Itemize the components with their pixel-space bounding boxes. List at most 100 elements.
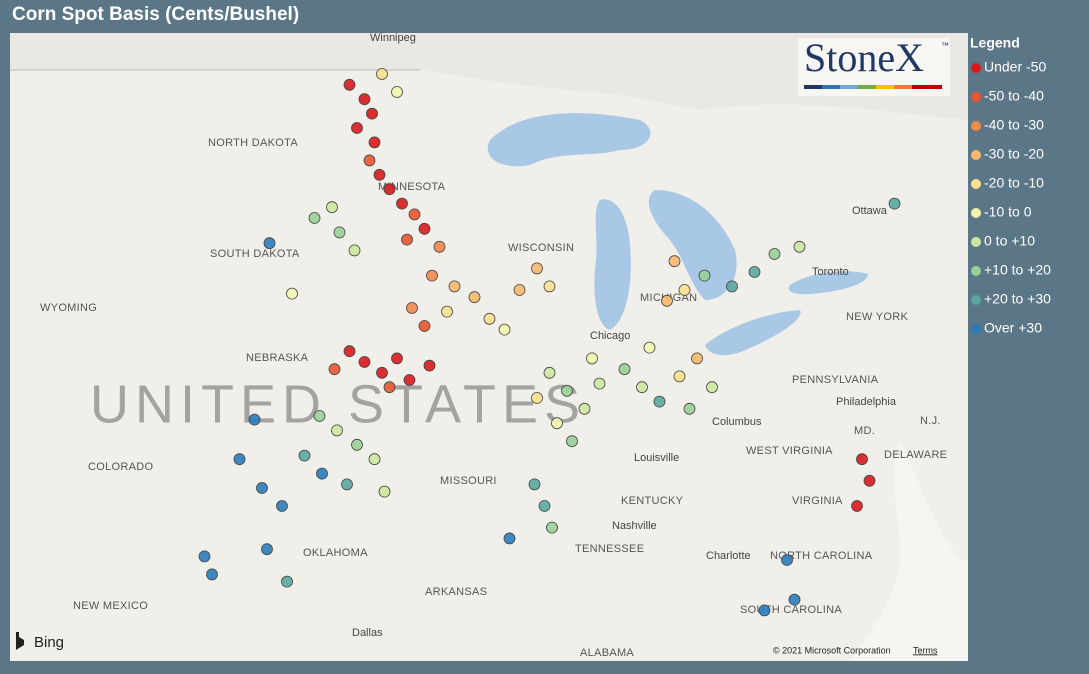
basis-point bbox=[308, 212, 321, 224]
basis-point bbox=[298, 449, 311, 462]
legend-marker bbox=[971, 237, 981, 247]
basis-point bbox=[673, 370, 686, 383]
basis-point bbox=[551, 417, 563, 430]
place-label: NEW MEXICO bbox=[73, 600, 148, 612]
basis-point bbox=[856, 453, 868, 466]
basis-point bbox=[401, 233, 413, 246]
terms-link[interactable]: Terms bbox=[913, 645, 938, 655]
basis-point bbox=[618, 363, 631, 376]
basis-point bbox=[396, 197, 408, 210]
legend-label: -50 to -40 bbox=[984, 88, 1044, 104]
logo-mark: ™ bbox=[941, 41, 949, 50]
legend-label: 0 to +10 bbox=[984, 233, 1035, 249]
basis-point bbox=[528, 478, 541, 491]
lake-ontario bbox=[788, 271, 868, 295]
basis-point bbox=[593, 377, 606, 390]
legend-label: -40 to -30 bbox=[984, 117, 1044, 133]
basis-point bbox=[368, 453, 381, 466]
place-label: WISCONSIN bbox=[508, 242, 574, 254]
basis-point bbox=[578, 402, 591, 415]
basis-point bbox=[531, 262, 543, 275]
basis-point bbox=[206, 568, 218, 581]
country-label: UNITED STATES bbox=[90, 374, 586, 434]
place-label: SOUTH CAROLINA bbox=[740, 604, 842, 616]
basis-point bbox=[343, 345, 356, 358]
basis-point bbox=[543, 366, 556, 379]
basis-point bbox=[888, 197, 901, 210]
place-label: VIRGINIA bbox=[792, 495, 843, 507]
basis-point bbox=[383, 183, 396, 196]
basis-point bbox=[531, 392, 543, 404]
place-label: NORTH DAKOTA bbox=[208, 137, 298, 149]
basis-point bbox=[368, 136, 381, 149]
basis-point bbox=[513, 284, 526, 296]
legend-label: +20 to +30 bbox=[984, 291, 1051, 307]
basis-point bbox=[316, 467, 328, 480]
points bbox=[198, 68, 901, 617]
basis-point bbox=[781, 554, 793, 566]
legend-marker bbox=[971, 208, 981, 218]
place-label: Charlotte bbox=[706, 550, 751, 562]
basis-point bbox=[636, 381, 648, 394]
basis-point bbox=[358, 356, 371, 368]
basis-point bbox=[653, 395, 666, 408]
legend-label: Over +30 bbox=[984, 320, 1042, 336]
map-base bbox=[10, 33, 968, 661]
basis-point bbox=[433, 240, 446, 253]
basis-point bbox=[503, 532, 516, 545]
lake-erie bbox=[705, 310, 801, 356]
basis-point bbox=[233, 453, 246, 466]
legend-marker bbox=[971, 150, 981, 160]
place-label: COLORADO bbox=[88, 461, 153, 473]
basis-point bbox=[448, 280, 461, 293]
place-label: Winnipeg bbox=[370, 32, 416, 44]
lake-huron bbox=[648, 190, 737, 300]
place-label: Columbus bbox=[712, 416, 762, 428]
basis-point bbox=[351, 122, 363, 134]
legend-marker bbox=[971, 63, 981, 73]
basis-point bbox=[328, 363, 341, 376]
basis-point bbox=[326, 201, 338, 214]
basis-point bbox=[788, 593, 801, 606]
place-label: N.J. bbox=[920, 415, 941, 427]
basis-point bbox=[863, 474, 876, 487]
basis-point bbox=[348, 244, 361, 257]
lake-superior bbox=[487, 113, 651, 167]
basis-point bbox=[358, 93, 371, 106]
map: Winnipeg NORTH DAKOTA MINNESOTA SOUTH DA… bbox=[10, 32, 968, 661]
basis-point bbox=[546, 521, 558, 534]
basis-point bbox=[793, 240, 806, 253]
legend-label: Under -50 bbox=[984, 59, 1046, 75]
basis-point bbox=[758, 604, 771, 617]
logo-stripe bbox=[804, 85, 942, 89]
legend-marker bbox=[971, 295, 981, 305]
legend-marker bbox=[971, 121, 981, 131]
basis-point bbox=[538, 500, 551, 512]
basis-point bbox=[383, 381, 396, 394]
place-label: WEST VIRGINIA bbox=[746, 445, 833, 457]
canada-area bbox=[10, 33, 968, 120]
basis-point bbox=[281, 575, 293, 588]
basis-point bbox=[683, 402, 696, 415]
place-label: ALABAMA bbox=[580, 647, 634, 659]
basis-point bbox=[418, 320, 431, 332]
coast bbox=[850, 440, 968, 661]
basis-point bbox=[748, 266, 761, 278]
place-label: Philadelphia bbox=[836, 396, 897, 408]
basis-point bbox=[698, 269, 711, 282]
basis-point bbox=[706, 381, 718, 394]
basis-point bbox=[378, 485, 391, 498]
basis-point bbox=[768, 248, 781, 260]
basis-point bbox=[561, 384, 573, 397]
place-label: KENTUCKY bbox=[621, 495, 684, 507]
logo: StoneX bbox=[804, 35, 924, 80]
basis-point bbox=[678, 284, 691, 296]
basis-point bbox=[256, 482, 268, 494]
legend-marker bbox=[971, 266, 981, 276]
basis-point bbox=[483, 312, 496, 325]
place-label: Chicago bbox=[590, 330, 630, 342]
place-label: MD. bbox=[854, 425, 875, 437]
basis-point bbox=[543, 280, 556, 293]
place-label: NEW YORK bbox=[846, 311, 908, 323]
